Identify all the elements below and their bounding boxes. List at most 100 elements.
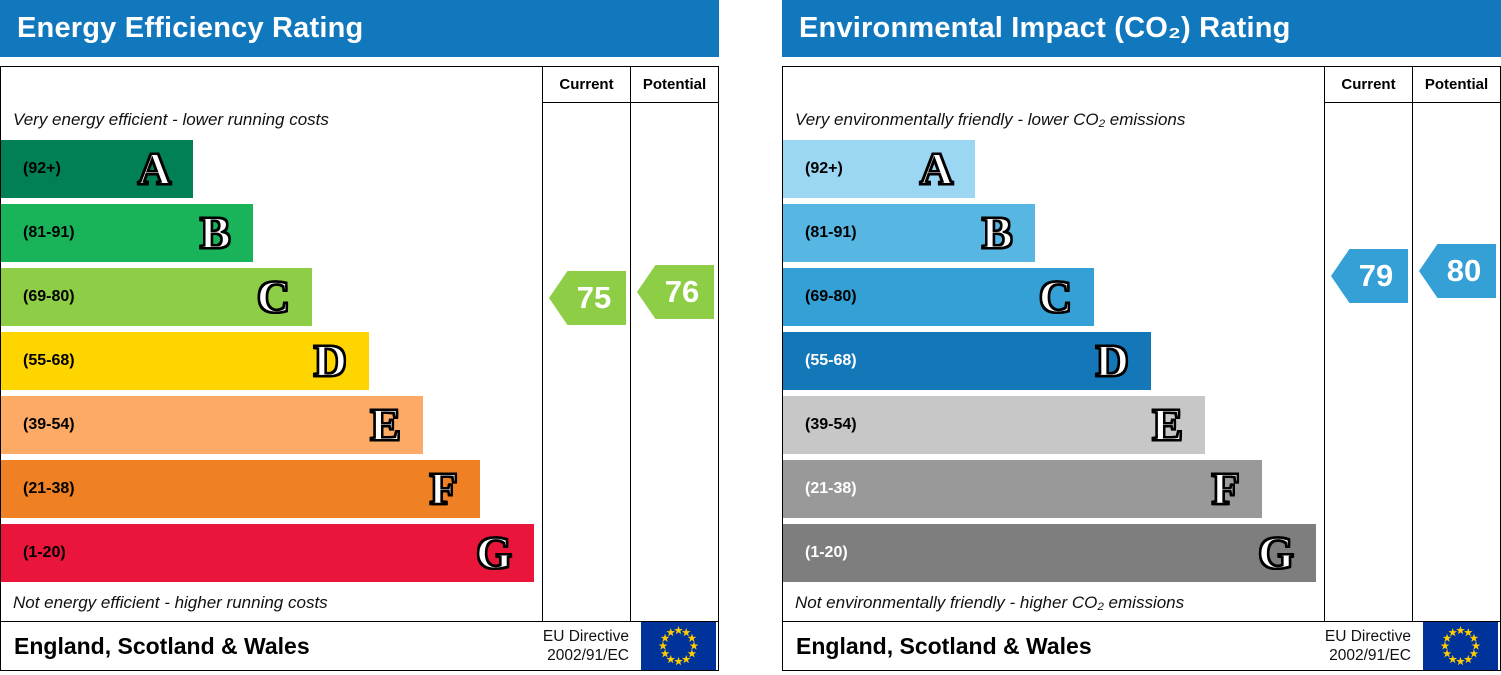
current-rating-arrow: 75 xyxy=(549,271,626,325)
energy-rating-table: Very energy efficient - lower running co… xyxy=(0,66,719,622)
energy-band-area: Very energy efficient - lower running co… xyxy=(1,67,542,621)
energy-chart-title: Energy Efficiency Rating xyxy=(17,12,364,44)
environmental-impact-chart: Environmental Impact (CO₂) Rating Very e… xyxy=(782,0,1501,671)
band-range-label: (55-68) xyxy=(805,351,857,369)
band-range-label: (39-54) xyxy=(805,415,857,433)
band-letter: A xyxy=(919,142,954,194)
band-range-label: (81-91) xyxy=(805,223,857,241)
band-range-label: (92+) xyxy=(805,159,843,177)
eu-flag-icon xyxy=(1423,622,1498,670)
co2-band-area: Very environmentally friendly - lower CO… xyxy=(783,67,1324,621)
band-row-c: (69-80) C xyxy=(783,265,1324,329)
potential-rating-arrow: 80 xyxy=(1419,244,1496,298)
band-row-g: (1-20) G xyxy=(1,521,542,585)
co2-top-note: Very environmentally friendly - lower CO… xyxy=(795,109,1186,129)
band-bar-c: (69-80) C xyxy=(783,267,1095,326)
band-row-d: (55-68) D xyxy=(1,329,542,393)
band-letter: B xyxy=(199,206,232,258)
band-letter: C xyxy=(1038,270,1073,322)
band-bar-b: (81-91) B xyxy=(783,203,1035,262)
potential-rating-arrow: 76 xyxy=(637,265,714,319)
eu-directive-line2: 2002/91/EC xyxy=(547,647,629,664)
band-letter: G xyxy=(1257,527,1295,579)
eu-flag-icon xyxy=(641,622,716,670)
band-bar-a: (92+) A xyxy=(783,139,976,198)
band-row-f: (21-38) F xyxy=(783,457,1324,521)
band-range-label: (21-38) xyxy=(23,480,75,497)
band-range-label: (39-54) xyxy=(23,415,75,433)
co2-chart-title-bar: Environmental Impact (CO₂) Rating xyxy=(782,0,1501,57)
band-row-a: (92+) A xyxy=(1,137,542,201)
co2-current-column: Current 79 xyxy=(1324,67,1412,621)
band-letter: D xyxy=(1095,334,1130,386)
co2-bottom-note: Not environmentally friendly - higher CO… xyxy=(795,593,1185,613)
co2-chart-title: Environmental Impact (CO₂) Rating xyxy=(799,12,1291,44)
band-range-label: (21-38) xyxy=(805,480,857,497)
potential-column-header: Potential xyxy=(631,67,718,103)
band-range-label: (69-80) xyxy=(805,287,857,305)
energy-potential-column: Potential 76 xyxy=(630,67,718,621)
band-letter: B xyxy=(981,206,1014,258)
co2-potential-column: Potential 80 xyxy=(1412,67,1500,621)
current-rating-value: 79 xyxy=(1358,258,1394,293)
energy-current-column: Current 75 xyxy=(542,67,630,621)
band-row-b: (81-91) B xyxy=(1,201,542,265)
band-row-a: (92+) A xyxy=(783,137,1324,201)
co2-chart-footer: England, Scotland & Wales EU Directive 2… xyxy=(782,621,1501,671)
band-range-label: (69-80) xyxy=(23,287,75,305)
band-row-g: (1-20) G xyxy=(783,521,1324,585)
band-range-label: (1-20) xyxy=(23,544,66,562)
energy-chart-footer: England, Scotland & Wales EU Directive 2… xyxy=(0,621,719,671)
band-bar-d: (55-68) D xyxy=(783,331,1151,390)
header-spacer xyxy=(1,67,542,103)
potential-rating-value: 80 xyxy=(1446,253,1482,288)
potential-column-header: Potential xyxy=(1413,67,1500,103)
current-rating-value: 75 xyxy=(576,280,612,315)
band-bar-e: (39-54) E xyxy=(1,395,423,454)
band-row-e: (39-54) E xyxy=(783,393,1324,457)
band-bar-g: (1-20) G xyxy=(783,524,1316,583)
footer-region-label: England, Scotland & Wales xyxy=(14,632,310,659)
energy-bottom-note: Not energy efficient - higher running co… xyxy=(13,593,328,613)
band-letter: E xyxy=(1151,398,1184,450)
band-range-label: (81-91) xyxy=(23,223,75,241)
band-letter: F xyxy=(1211,463,1241,514)
band-bar-b: (81-91) B xyxy=(1,203,253,262)
band-row-d: (55-68) D xyxy=(783,329,1324,393)
band-bar-e: (39-54) E xyxy=(783,395,1205,454)
band-row-b: (81-91) B xyxy=(783,201,1324,265)
eu-directive-label: EU Directive 2002/91/EC xyxy=(543,627,629,666)
current-column-header: Current xyxy=(1325,67,1412,103)
band-letter: F xyxy=(429,463,459,514)
eu-directive-line1: EU Directive xyxy=(1324,627,1411,645)
band-letter: A xyxy=(137,142,172,194)
band-bar-a: (92+) A xyxy=(1,139,194,198)
footer-region-label: England, Scotland & Wales xyxy=(796,632,1092,659)
band-letter: D xyxy=(313,334,348,386)
band-letter: E xyxy=(369,398,402,450)
current-column-header: Current xyxy=(543,67,630,103)
band-row-c: (69-80) C xyxy=(1,265,542,329)
energy-efficiency-chart: Energy Efficiency Rating Very energy eff… xyxy=(0,0,719,671)
eu-directive-line1: EU Directive xyxy=(542,627,629,645)
energy-chart-title-bar: Energy Efficiency Rating xyxy=(0,0,719,57)
eu-directive-label: EU Directive 2002/91/EC xyxy=(1325,627,1411,666)
band-range-label: (1-20) xyxy=(805,544,848,562)
current-rating-arrow: 79 xyxy=(1331,249,1408,303)
co2-bands: (92+) A (81-91) B (69-80) C xyxy=(783,137,1324,585)
energy-top-note: Very energy efficient - lower running co… xyxy=(13,109,329,129)
band-letter: G xyxy=(475,527,513,579)
band-bar-f: (21-38) F xyxy=(783,460,1262,518)
co2-rating-table: Very environmentally friendly - lower CO… xyxy=(782,66,1501,622)
band-bar-d: (55-68) D xyxy=(1,331,369,390)
band-row-e: (39-54) E xyxy=(1,393,542,457)
band-bar-g: (1-20) G xyxy=(1,524,534,583)
band-letter: C xyxy=(256,270,291,322)
band-bar-c: (69-80) C xyxy=(1,267,313,326)
header-spacer xyxy=(783,67,1324,103)
band-range-label: (55-68) xyxy=(23,351,75,369)
band-row-f: (21-38) F xyxy=(1,457,542,521)
potential-rating-value: 76 xyxy=(664,274,700,309)
eu-directive-line2: 2002/91/EC xyxy=(1329,647,1411,664)
